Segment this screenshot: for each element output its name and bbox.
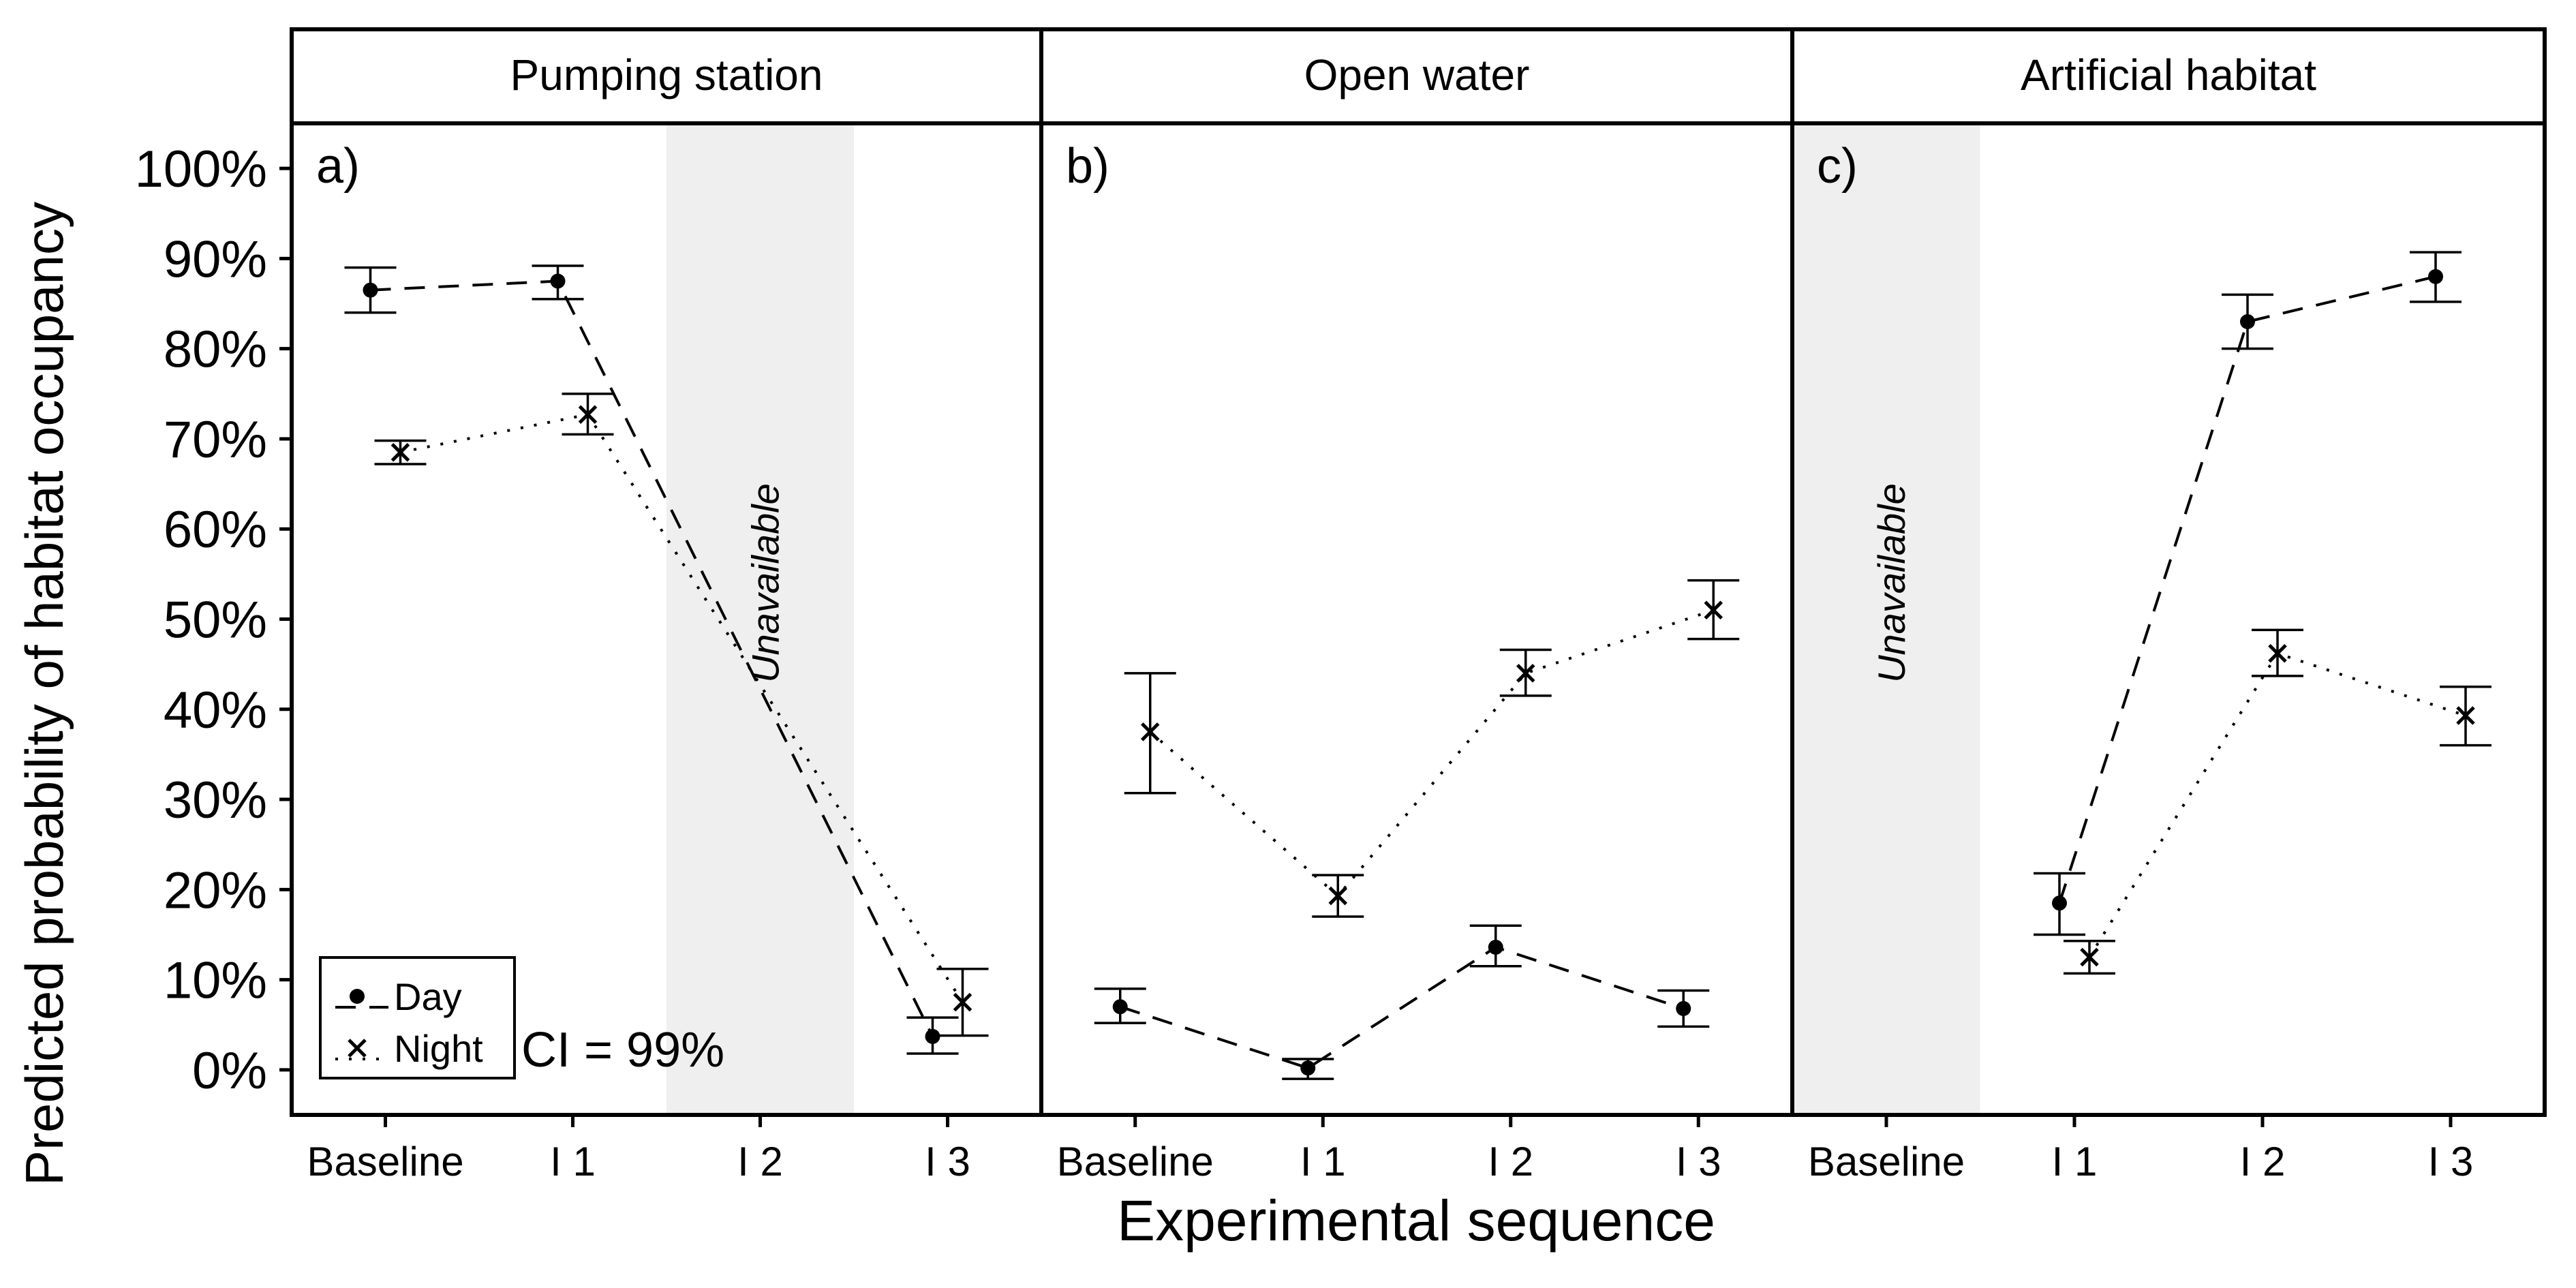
day-point — [363, 282, 378, 298]
x-tick-label: I 1 — [550, 1139, 596, 1184]
y-tick-label: 60% — [164, 501, 267, 559]
night-point-stroke — [953, 992, 972, 1012]
unavailable-band — [1792, 123, 1980, 1115]
x-tick-label: I 2 — [737, 1139, 783, 1184]
night-point — [2080, 947, 2099, 967]
y-tick-label: 80% — [164, 321, 267, 379]
day-point — [1488, 939, 1503, 955]
panel-border — [1790, 121, 2547, 1117]
y-tick-label: 50% — [164, 592, 267, 649]
day-point — [1112, 999, 1128, 1015]
x-tick-label: Baseline — [1808, 1139, 1965, 1184]
panel-tag: c) — [1817, 139, 1858, 194]
y-tick-label: 40% — [164, 681, 267, 739]
day-point — [550, 273, 566, 289]
unavailable-band — [666, 123, 854, 1115]
x-tick-label: I 2 — [2240, 1139, 2286, 1184]
y-tick-label: 20% — [164, 861, 267, 919]
night-point — [390, 443, 410, 462]
strip-title: Open water — [1304, 50, 1530, 99]
unavailable-label: Unavailable — [744, 483, 787, 683]
legend-x-marker — [348, 1039, 367, 1058]
day-point — [1676, 1000, 1691, 1016]
x-tick-label: I 3 — [1676, 1139, 1721, 1184]
y-tick-label: 90% — [164, 230, 267, 288]
day-point — [2052, 895, 2067, 911]
x-axis-title: Experimental sequence — [1117, 1189, 1715, 1253]
day-point — [2428, 269, 2443, 284]
y-tick-label: 100% — [135, 140, 267, 198]
ci-annotation: CI = 99% — [521, 1023, 724, 1077]
night-point — [2456, 706, 2475, 725]
y-tick-label: 30% — [164, 771, 267, 829]
night-point-stroke — [1516, 664, 1535, 683]
day-point — [1300, 1060, 1316, 1076]
night-point — [2268, 643, 2287, 663]
series-line-night — [1149, 609, 1714, 898]
panel-2: Open water b) Baseline I 1 I 2 I 3 — [1039, 27, 1794, 1184]
night-point-stroke — [1328, 886, 1348, 906]
legend-dot-marker — [350, 989, 365, 1004]
facet-panels: Unavailable Pumping station a) Baseline I 1 I… — [290, 27, 2547, 1184]
y-tick-label: 10% — [164, 952, 267, 1010]
panel-tag: b) — [1066, 139, 1109, 194]
series-line-day — [1120, 945, 1684, 1070]
night-point-stroke — [578, 405, 598, 425]
night-point — [578, 405, 598, 425]
strip-box — [1039, 27, 1794, 125]
x-tick-label: I 1 — [1300, 1139, 1346, 1184]
y-axis: 0% 10% 20% 30% 40% 50% 60% 70% 80% 90% 100% — [135, 123, 294, 1115]
night-point — [1140, 722, 1160, 741]
legend-label-day: Day — [394, 975, 462, 1018]
unavailable-label: Unavailable — [1870, 483, 1913, 683]
night-point-stroke — [1704, 600, 1723, 620]
night-point — [1328, 886, 1348, 906]
strip-title: Artificial habitat — [2021, 50, 2316, 99]
night-point-stroke — [390, 443, 410, 462]
legend: Day Night — [319, 956, 516, 1079]
y-tick-label: 0% — [192, 1042, 267, 1100]
day-point — [2240, 314, 2255, 329]
x-tick-label: I 2 — [1488, 1139, 1533, 1184]
strip-title: Pumping station — [510, 50, 823, 99]
panel-3: Unavailable Artificial habitat c) Baseline I… — [1790, 27, 2547, 1184]
night-point-stroke — [2268, 643, 2287, 663]
strip-box — [1790, 27, 2547, 125]
night-point-stroke — [2456, 706, 2475, 725]
night-point-stroke — [2080, 947, 2099, 967]
night-point — [1516, 664, 1535, 683]
day-point — [925, 1028, 940, 1044]
y-axis-title: Predicted probability of habitat occupan… — [14, 202, 74, 1186]
x-tick-label: I 1 — [2052, 1139, 2098, 1184]
night-point-stroke — [1140, 722, 1160, 741]
night-point — [1704, 600, 1723, 620]
panel-tag: a) — [316, 139, 360, 194]
y-tick-label: 70% — [164, 411, 267, 469]
legend-box — [319, 956, 516, 1079]
legend-label-night: Night — [394, 1027, 483, 1070]
x-tick-label: Baseline — [307, 1139, 463, 1184]
x-tick-label: Baseline — [1057, 1139, 1214, 1184]
x-tick-label: I 3 — [2428, 1139, 2474, 1184]
night-point — [953, 992, 972, 1012]
x-tick-label: I 3 — [925, 1139, 970, 1184]
